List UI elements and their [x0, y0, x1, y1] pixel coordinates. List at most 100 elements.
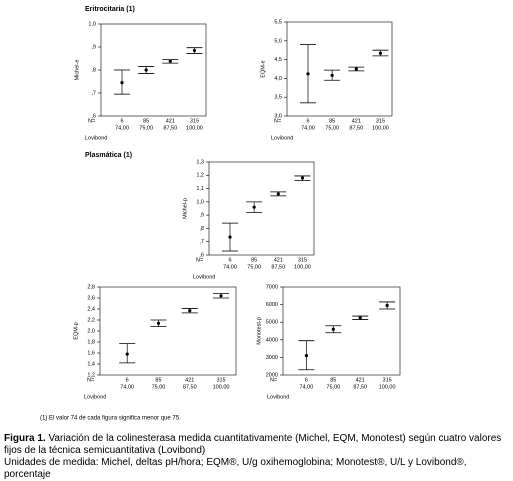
n-value: 6 [306, 118, 309, 124]
x-tick-label: 74,00 [223, 264, 237, 270]
y-tick-label: 1,0 [196, 199, 204, 205]
mean-point [125, 352, 129, 356]
n-value: 421 [185, 377, 194, 383]
mean-point [304, 354, 308, 358]
y-axis-label: Monotest-p [256, 317, 262, 345]
footnote: (1) El valor 74 de cada figura significa… [40, 416, 181, 422]
x-tick-label: 75,00 [247, 264, 261, 270]
plot-frame [208, 161, 315, 256]
n-label: N= [196, 257, 203, 263]
x-tick-label: 75,00 [325, 125, 339, 131]
n-value: 315 [298, 257, 307, 263]
y-tick-label: 4,0 [274, 76, 282, 82]
y-tick-label: ,9 [199, 213, 204, 219]
y-tick-label: 1,2 [196, 173, 204, 179]
mean-point [354, 67, 358, 71]
n-value: 85 [329, 118, 335, 124]
mean-point [188, 309, 192, 313]
y-axis-label: EQM-e [260, 60, 266, 77]
y-tick-label: 1,2 [87, 372, 95, 378]
caption-text: Variación de la colinesterasa medida cua… [4, 433, 502, 456]
x-tick-label: 100,00 [372, 125, 389, 131]
y-axis-label: EQM-p [73, 322, 79, 339]
x-tick-label: 100,00 [294, 264, 311, 270]
section-title: Plasmática (1) [85, 152, 132, 159]
mean-point [276, 192, 280, 196]
y-tick-label: ,6 [199, 252, 204, 258]
mean-point [156, 321, 161, 325]
y-tick-label: 2000 [266, 372, 278, 378]
n-value: 421 [356, 377, 365, 383]
x-tick-label: 75,00 [152, 384, 166, 390]
y-tick-label: 1,8 [87, 339, 95, 345]
y-tick-label: 4000 [266, 337, 278, 343]
y-tick-label: 2,0 [87, 328, 95, 334]
y-tick-label: 5,0 [274, 38, 282, 44]
n-label: N= [88, 118, 95, 124]
n-value: 6 [120, 118, 123, 124]
x-tick-label: 75,00 [139, 125, 153, 131]
n-label: N= [87, 377, 94, 383]
n-value: 85 [251, 257, 257, 263]
x-tick-label: 100,00 [213, 384, 230, 390]
y-tick-label: 6000 [266, 302, 278, 308]
n-label: N= [270, 377, 277, 383]
n-value: 6 [126, 377, 129, 383]
x-tick-label: 74,00 [120, 384, 134, 390]
y-tick-label: ,8 [91, 67, 96, 73]
plot-frame [282, 286, 401, 376]
mean-point [192, 48, 197, 53]
y-tick-label: 2,4 [87, 306, 95, 312]
y-tick-label: 1,0 [88, 21, 96, 27]
caption: Figura 1. Variación de la colinesterasa … [4, 433, 510, 481]
n-value: 85 [330, 377, 336, 383]
mean-point [252, 205, 256, 209]
mean-point [378, 51, 383, 55]
y-axis-label: Michel-e [74, 60, 80, 81]
mean-point [228, 235, 232, 239]
y-tick-label: 3,0 [274, 113, 282, 119]
mean-point [358, 316, 362, 320]
y-tick-label: 2,8 [87, 284, 95, 290]
mean-point [306, 72, 310, 76]
mean-point [144, 68, 148, 72]
y-tick-label: ,8 [199, 226, 204, 232]
n-value: 421 [352, 118, 361, 124]
x-axis-label: Lovibond [271, 135, 293, 141]
y-tick-label: 1,1 [196, 186, 204, 192]
x-tick-label: 87,50 [271, 264, 285, 270]
mean-point [168, 59, 172, 63]
plot-frame [286, 21, 393, 117]
x-tick-label: 87,50 [163, 125, 177, 131]
x-tick-label: 75,00 [326, 384, 340, 390]
x-axis-label: Lovibond [85, 135, 107, 141]
y-tick-label: ,6 [91, 113, 96, 119]
caption-units: Unidades de medida: Michel, deltas pH/ho… [4, 457, 467, 480]
y-tick-label: 5,5 [274, 19, 282, 25]
n-value: 315 [216, 377, 225, 383]
y-tick-label: 7000 [266, 284, 278, 290]
x-tick-label: 74,00 [300, 384, 314, 390]
mean-point [331, 327, 335, 331]
y-tick-label: 3000 [266, 355, 278, 361]
y-tick-label: 1,6 [87, 350, 95, 356]
n-value: 315 [376, 118, 385, 124]
y-tick-label: 5000 [266, 320, 278, 326]
y-tick-label: 1,3 [196, 159, 204, 165]
x-tick-label: 87,50 [353, 384, 367, 390]
n-value: 315 [383, 377, 392, 383]
x-axis-label: Lovibond [267, 394, 289, 400]
x-axis-label: Lovibond [193, 274, 215, 280]
x-tick-label: 74,00 [301, 125, 315, 131]
n-value: 85 [155, 377, 161, 383]
mean-point [300, 176, 305, 180]
n-value: 85 [143, 118, 149, 124]
x-tick-label: 87,50 [349, 125, 363, 131]
y-tick-label: 1,4 [87, 361, 95, 367]
mean-point [385, 303, 389, 308]
mean-point [219, 294, 223, 298]
y-tick-label: ,9 [91, 44, 96, 50]
n-value: 315 [190, 118, 199, 124]
y-tick-label: ,7 [91, 90, 96, 96]
